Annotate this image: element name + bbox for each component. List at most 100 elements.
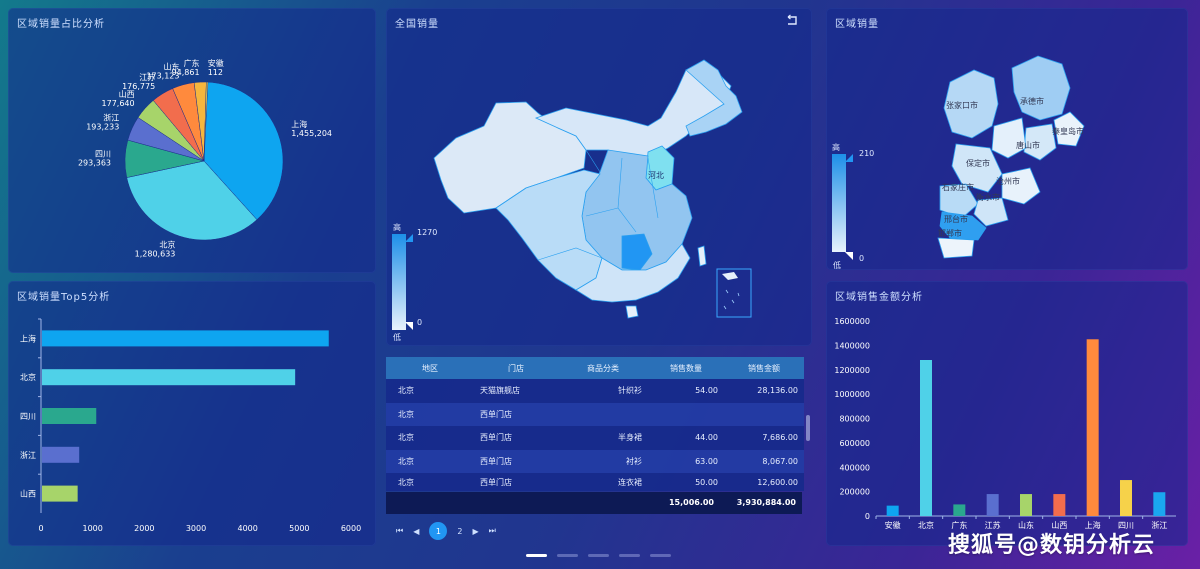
cell-qty: 44.00 xyxy=(695,433,718,443)
map-legend-bar xyxy=(392,234,406,330)
map-legend-handle-top[interactable] xyxy=(405,234,413,242)
cell-category: 连衣裙 xyxy=(618,477,642,487)
table-header-region[interactable]: 地区 xyxy=(422,363,438,373)
pie-label-7: 广东 xyxy=(184,58,200,68)
return-icon[interactable] xyxy=(786,14,798,26)
pie-value-label-0: 1,455,204 xyxy=(291,129,332,138)
national-map-panel: 全国销量 河北 高 1270 0 低 xyxy=(386,8,812,346)
amount-y-tick-5: 1000000 xyxy=(834,390,870,399)
carousel-dot-5[interactable] xyxy=(650,554,671,557)
pie-slice-8[interactable] xyxy=(203,81,209,162)
carousel-dot-4[interactable] xyxy=(619,554,640,557)
amount-y-tick-3: 600000 xyxy=(839,439,870,448)
province-legend-handle-top[interactable] xyxy=(845,154,853,162)
table-row[interactable]: 北京 西单门店 连衣裙 50.00 12,600.00 xyxy=(386,473,804,491)
pie-value-label-3: 193,233 xyxy=(86,123,119,132)
top5-bar-1[interactable] xyxy=(42,369,296,386)
amount-bar-7[interactable] xyxy=(1120,480,1132,516)
cell-category xyxy=(558,403,648,427)
pie-value-label-6: 173,123 xyxy=(146,71,179,80)
cell-amount: 8,067.00 xyxy=(762,456,798,466)
table-scrollbar[interactable] xyxy=(806,415,810,441)
sales-table-panel: 地区 门店 商品分类 销售数量 销售金额 北京 天猫旗舰店 针织衫 54.00 … xyxy=(386,357,812,545)
amount-bar-2[interactable] xyxy=(953,504,966,516)
amount-bar-0[interactable] xyxy=(886,505,899,516)
amount-bar-8[interactable] xyxy=(1153,492,1166,516)
amount-category-label-5: 山西 xyxy=(1051,520,1067,530)
amount-bar-6[interactable] xyxy=(1086,339,1099,516)
table-header-amount[interactable]: 销售金额 xyxy=(748,363,780,373)
city-label-7: 衡水市 xyxy=(976,192,1000,202)
map-legend-handle-bottom[interactable] xyxy=(405,322,413,330)
amount-bar-3[interactable] xyxy=(986,494,999,516)
province-map-title: 区域销量 xyxy=(835,19,879,30)
page-1-button[interactable]: 1 xyxy=(429,522,448,540)
city-label-1: 承德市 xyxy=(1020,96,1044,106)
page-2-button[interactable]: 2 xyxy=(457,526,463,536)
first-page-icon[interactable]: ⏮ xyxy=(396,526,404,535)
table-row[interactable]: 北京 西单门店 xyxy=(386,402,804,427)
cell-category: 半身裙 xyxy=(618,433,642,443)
cell-store: 西单门店 xyxy=(480,409,512,419)
carousel-dot-3[interactable] xyxy=(588,554,609,557)
carousel-dot-2[interactable] xyxy=(557,554,578,557)
pie-value-label-8: 112 xyxy=(208,68,223,77)
pie-panel-title: 区域销量占比分析 xyxy=(17,19,105,30)
china-map[interactable]: 河北 xyxy=(386,8,812,346)
city-cangzhou xyxy=(1001,167,1041,205)
pie-value-label-4: 177,640 xyxy=(102,99,135,108)
table-row[interactable]: 北京 天猫旗舰店 针织衫 54.00 28,136.00 xyxy=(386,379,804,403)
pie-label-2: 四川 xyxy=(95,149,111,158)
table-header-store[interactable]: 门店 xyxy=(508,363,524,373)
table-header-qty[interactable]: 销售数量 xyxy=(670,363,702,373)
province-legend-bar xyxy=(832,154,846,252)
national-map-title: 全国销量 xyxy=(395,19,439,30)
top5-category-label-3: 浙江 xyxy=(20,450,36,460)
top5-x-tick-1: 1000 xyxy=(82,524,102,533)
table-row[interactable]: 北京 西单门店 半身裙 44.00 7,686.00 xyxy=(386,426,804,450)
top5-bar-4[interactable] xyxy=(42,485,78,502)
amount-panel: 区域销售金额分析 0 200000 400000 600000 800000 100000… xyxy=(826,281,1188,546)
pie-slice-1[interactable] xyxy=(126,160,258,241)
cell-store: 天猫旗舰店 xyxy=(480,386,520,396)
map-legend: 高 1270 0 低 xyxy=(390,222,450,346)
top5-bar-0[interactable] xyxy=(42,330,329,347)
top5-bar-3[interactable] xyxy=(42,446,80,463)
city-chengde xyxy=(1011,55,1071,121)
city-label-6: 沧州市 xyxy=(996,176,1020,186)
top5-bar-2[interactable] xyxy=(42,408,97,424)
city-label-3: 唐山市 xyxy=(1016,140,1040,150)
amount-category-label-1: 北京 xyxy=(918,520,934,530)
map-legend-high: 高 xyxy=(393,223,401,232)
sales-table: 地区 门店 商品分类 销售数量 销售金额 北京 天猫旗舰店 针织衫 54.00 … xyxy=(386,357,804,491)
table-row[interactable]: 北京 西单门店 衬衫 63.00 8,067.00 xyxy=(386,449,804,473)
pie-label-6: 山东 xyxy=(163,61,179,71)
last-page-icon[interactable]: ⏭ xyxy=(488,526,496,535)
amount-bar-1[interactable] xyxy=(920,360,932,516)
amount-category-label-4: 山东 xyxy=(1018,520,1034,530)
top5-x-tick-0: 0 xyxy=(38,524,43,533)
top5-category-label-0: 上海 xyxy=(20,333,36,343)
map-region-taiwan xyxy=(697,245,707,267)
amount-bar-4[interactable] xyxy=(1020,494,1032,516)
amount-category-label-8: 浙江 xyxy=(1151,520,1167,530)
next-page-icon[interactable]: ▶ xyxy=(472,526,479,536)
cell-store: 西单门店 xyxy=(480,477,512,487)
prev-page-icon[interactable]: ◀ xyxy=(413,526,420,536)
watermark: 搜狐号@数钥分析云 xyxy=(948,533,1156,558)
pagination: ⏮ ◀ 1 2 ▶ ⏭ xyxy=(396,521,496,541)
table-header-category[interactable]: 商品分类 xyxy=(587,363,619,373)
carousel-dot-1[interactable] xyxy=(526,554,547,557)
pie-slice-0[interactable] xyxy=(203,81,284,221)
top5-panel: 区域销量Top5分析 上海 北京 四川 浙江 山西 0 1000 2000 3000 4000 50… xyxy=(8,281,376,546)
top5-x-tick-2: 2000 xyxy=(134,524,154,533)
province-map-panel: 区域销量 张家口市 承德市 秦皇岛市 唐山市 保定市 石家庄市 沧州市 衡水市 邢台市 邯郸市 高… xyxy=(826,8,1188,270)
amount-bar-5[interactable] xyxy=(1053,494,1066,516)
amount-category-label-3: 江苏 xyxy=(985,520,1001,530)
province-legend-handle-bottom[interactable] xyxy=(845,252,853,260)
table-header-row: 地区 门店 商品分类 销售数量 销售金额 xyxy=(386,357,804,379)
amount-y-tick-0: 0 xyxy=(865,512,870,521)
